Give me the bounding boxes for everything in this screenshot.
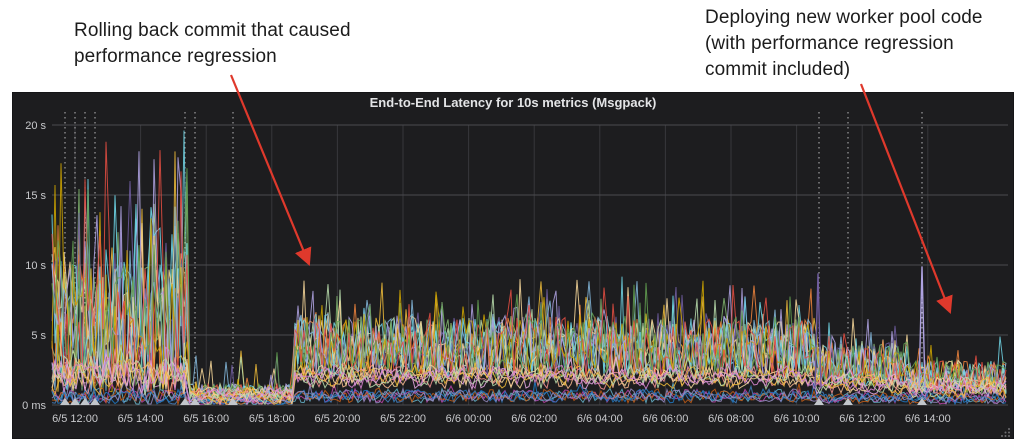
x-tick-label: 6/6 02:00 xyxy=(511,413,557,425)
x-tick-label: 6/5 14:00 xyxy=(118,413,164,425)
y-tick-label: 5 s xyxy=(31,330,46,342)
latency-series-line xyxy=(51,345,1007,406)
event-marker-triangle-icon[interactable] xyxy=(60,398,70,405)
event-marker-triangle-icon[interactable] xyxy=(90,398,100,405)
callout-rollback-line2: performance regression xyxy=(74,46,277,67)
grafana-panel: End-to-End Latency for 10s metrics (Msgp… xyxy=(12,92,1014,439)
x-tick-label: 6/5 18:00 xyxy=(249,413,295,425)
x-tick-label: 6/5 12:00 xyxy=(52,413,98,425)
x-tick-label: 6/6 14:00 xyxy=(905,413,951,425)
x-tick-label: 6/5 16:00 xyxy=(183,413,229,425)
latency-series-line xyxy=(51,346,1007,406)
callout-rollback: Rolling back commit that caused performa… xyxy=(74,18,351,70)
x-tick-label: 6/5 22:00 xyxy=(380,413,426,425)
event-marker-triangle-icon[interactable] xyxy=(80,398,90,405)
x-tick-label: 6/6 00:00 xyxy=(446,413,492,425)
y-tick-label: 20 s xyxy=(25,120,46,132)
panel-title[interactable]: End-to-End Latency for 10s metrics (Msgp… xyxy=(369,95,657,110)
y-tick-label: 10 s xyxy=(25,260,46,272)
x-tick-label: 6/6 08:00 xyxy=(708,413,754,425)
event-marker-triangle-icon[interactable] xyxy=(814,398,824,405)
x-tick-label: 6/6 04:00 xyxy=(577,413,623,425)
event-marker-triangle-icon[interactable] xyxy=(843,398,853,405)
panel-resize-handle-icon[interactable] xyxy=(1001,427,1011,437)
x-tick-label: 6/6 10:00 xyxy=(774,413,820,425)
latency-series-line xyxy=(51,141,1007,402)
callout-deploy-line3: commit included) xyxy=(705,59,851,80)
event-marker-triangle-icon[interactable] xyxy=(190,398,200,405)
event-marker-triangle-icon[interactable] xyxy=(917,398,927,405)
y-tick-label: 15 s xyxy=(25,190,46,202)
event-marker-triangle-icon[interactable] xyxy=(228,398,238,405)
x-tick-label: 6/5 20:00 xyxy=(314,413,360,425)
callout-deploy-line2: (with performance regression xyxy=(705,33,954,54)
event-marker-triangle-icon[interactable] xyxy=(180,398,190,405)
event-marker-triangle-icon[interactable] xyxy=(70,398,80,405)
latency-series-line xyxy=(51,168,1007,401)
x-tick-label: 6/6 06:00 xyxy=(642,413,688,425)
latency-series-line xyxy=(51,354,1007,406)
latency-chart[interactable]: 6/5 12:00 6/5 14:00 6/5 16:00 6/5 18:00 6/5 … xyxy=(12,92,1014,439)
deploy-spike-line xyxy=(814,273,822,389)
callout-rollback-line1: Rolling back commit that caused xyxy=(74,20,351,41)
callout-deploy-line1: Deploying new worker pool code xyxy=(705,7,983,28)
y-tick-label: 0 ms xyxy=(22,400,46,412)
x-tick-label: 6/6 12:00 xyxy=(839,413,885,425)
callout-deploy: Deploying new worker pool code (with per… xyxy=(705,5,983,83)
